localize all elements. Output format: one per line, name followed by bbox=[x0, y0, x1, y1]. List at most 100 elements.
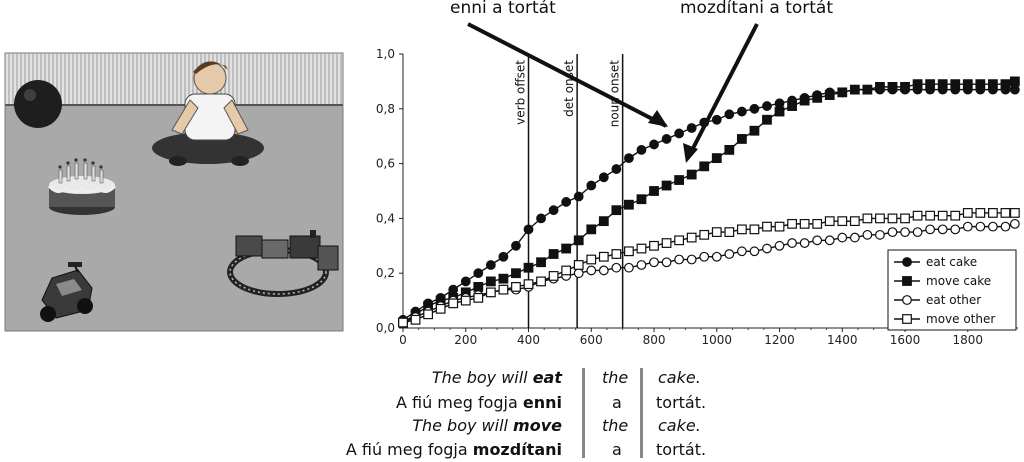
chart-legend: eat cake move cake eat other move other bbox=[887, 249, 1017, 331]
y-tick-label: 0,0 bbox=[376, 321, 395, 335]
data-point bbox=[925, 224, 936, 235]
x-tick-label: 1000 bbox=[702, 333, 733, 347]
data-point bbox=[787, 218, 797, 229]
data-point bbox=[636, 194, 647, 205]
data-point bbox=[699, 251, 710, 262]
sentence-3-prefix: The boy will bbox=[412, 416, 514, 435]
data-point bbox=[749, 246, 760, 257]
data-point bbox=[849, 232, 860, 243]
data-point bbox=[448, 298, 459, 309]
data-point bbox=[799, 238, 810, 248]
data-point bbox=[674, 128, 685, 139]
data-point bbox=[902, 295, 912, 305]
scene-picture bbox=[4, 52, 344, 332]
data-point bbox=[824, 90, 835, 101]
data-point bbox=[511, 282, 521, 292]
data-point bbox=[724, 227, 735, 238]
event-line-label: det onset bbox=[562, 60, 576, 117]
data-point bbox=[774, 221, 785, 232]
data-point bbox=[736, 106, 747, 117]
data-point bbox=[649, 139, 659, 150]
data-point bbox=[837, 87, 848, 98]
data-point bbox=[824, 235, 835, 246]
data-point bbox=[624, 262, 634, 273]
data-point bbox=[686, 232, 697, 243]
data-point bbox=[711, 114, 722, 125]
data-point bbox=[686, 123, 697, 133]
data-point bbox=[661, 238, 672, 248]
data-point bbox=[799, 95, 810, 106]
data-point bbox=[649, 240, 659, 251]
data-point bbox=[536, 276, 546, 287]
data-point bbox=[774, 240, 785, 251]
data-point bbox=[498, 273, 509, 284]
data-point bbox=[887, 227, 898, 238]
legend-label: move other bbox=[926, 312, 995, 326]
data-point bbox=[711, 153, 722, 164]
data-point bbox=[711, 251, 722, 262]
data-point bbox=[711, 227, 722, 238]
chart-series bbox=[398, 76, 1020, 328]
data-point bbox=[900, 227, 910, 238]
annotation-mozditani: mozdítani a tortát bbox=[680, 0, 834, 18]
data-point bbox=[812, 218, 823, 229]
data-point bbox=[912, 227, 923, 238]
data-point bbox=[586, 224, 597, 235]
data-point bbox=[875, 213, 885, 224]
y-tick-label: 0,6 bbox=[376, 157, 395, 171]
data-point bbox=[987, 208, 998, 218]
data-point bbox=[661, 257, 672, 268]
data-point bbox=[561, 243, 572, 254]
data-point bbox=[925, 79, 936, 90]
data-point bbox=[812, 235, 823, 246]
y-tick-label: 0,8 bbox=[376, 102, 395, 116]
data-point bbox=[875, 81, 885, 92]
data-point bbox=[611, 205, 622, 216]
data-point bbox=[1009, 84, 1020, 95]
x-tick-label: 1600 bbox=[890, 333, 921, 347]
data-point bbox=[561, 197, 572, 207]
event-line-label: verb offset bbox=[514, 60, 528, 125]
data-point bbox=[837, 216, 848, 227]
sentence-2-verb: enni bbox=[522, 393, 562, 412]
legend-label: eat cake bbox=[926, 255, 977, 269]
data-point bbox=[774, 98, 785, 109]
data-point bbox=[435, 303, 446, 314]
event-line-label: noun onset bbox=[608, 60, 622, 128]
data-point bbox=[749, 125, 760, 136]
data-point bbox=[962, 208, 973, 218]
data-point bbox=[498, 251, 509, 262]
sentence-1-verb: eat bbox=[532, 368, 562, 387]
sentence-3-verb-part: The boy will move bbox=[412, 416, 562, 435]
data-point bbox=[460, 276, 471, 287]
data-point bbox=[536, 257, 546, 268]
data-point bbox=[573, 268, 584, 279]
data-point bbox=[611, 262, 622, 273]
data-point bbox=[1000, 221, 1011, 232]
x-tick-label: 0 bbox=[399, 333, 407, 347]
data-point bbox=[862, 229, 873, 240]
data-point bbox=[410, 314, 421, 325]
data-point bbox=[975, 208, 986, 218]
data-point bbox=[661, 134, 672, 144]
data-point bbox=[736, 224, 747, 235]
x-tick-label: 400 bbox=[517, 333, 540, 347]
legend-label: eat other bbox=[926, 293, 981, 307]
data-point bbox=[724, 109, 735, 120]
legend-label: move cake bbox=[926, 274, 991, 288]
sentence-4-det: a bbox=[612, 440, 622, 459]
data-point bbox=[787, 101, 797, 111]
data-point bbox=[460, 295, 471, 306]
toy-car-icon bbox=[40, 262, 93, 322]
toy-train-icon bbox=[227, 230, 339, 297]
x-tick-label: 800 bbox=[643, 333, 666, 347]
data-point bbox=[636, 144, 647, 155]
sentence-3-det: the bbox=[602, 416, 629, 435]
data-point bbox=[887, 213, 898, 224]
data-point bbox=[837, 232, 848, 243]
data-point bbox=[887, 81, 898, 92]
sentence-4-verb: mozdítani bbox=[472, 440, 562, 459]
data-point bbox=[812, 92, 823, 103]
data-point bbox=[523, 224, 534, 235]
data-point bbox=[699, 229, 710, 240]
